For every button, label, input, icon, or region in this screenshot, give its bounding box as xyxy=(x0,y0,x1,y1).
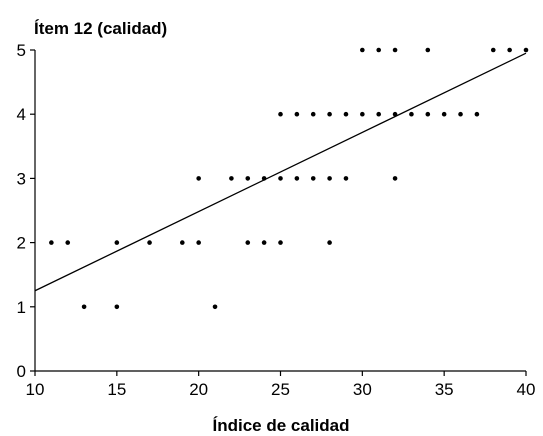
data-point xyxy=(49,240,54,245)
y-tick-label: 4 xyxy=(17,105,26,124)
points-group xyxy=(49,47,529,310)
y-tick-label: 3 xyxy=(17,169,26,188)
data-point xyxy=(376,111,382,117)
data-point xyxy=(212,304,218,310)
data-point xyxy=(278,240,283,245)
data-point xyxy=(114,304,120,310)
data-point xyxy=(261,176,267,181)
data-point xyxy=(474,111,480,117)
data-point xyxy=(409,111,414,117)
trendline-group xyxy=(34,52,527,292)
data-point xyxy=(261,240,267,245)
data-point xyxy=(327,111,332,117)
trendline xyxy=(34,52,527,292)
data-point xyxy=(65,240,71,245)
data-point xyxy=(310,111,316,117)
data-point xyxy=(392,47,398,53)
data-point xyxy=(490,47,496,53)
data-point xyxy=(425,111,431,117)
data-point xyxy=(147,240,152,245)
axes: 0 1 2 3 4 5 10 15 20 25 30 35 40 xyxy=(17,41,536,399)
data-point xyxy=(458,111,463,117)
data-point xyxy=(327,240,332,245)
data-point xyxy=(441,111,447,117)
y-tick-label: 2 xyxy=(17,234,26,253)
data-point xyxy=(392,176,398,181)
data-point xyxy=(343,176,349,181)
x-tick-label: 25 xyxy=(271,380,290,399)
data-point xyxy=(229,176,234,181)
data-point xyxy=(376,47,382,53)
data-point xyxy=(278,176,283,181)
data-point xyxy=(245,240,251,245)
data-point xyxy=(196,176,201,181)
data-point xyxy=(114,240,120,245)
x-tick-label: 20 xyxy=(189,380,208,399)
data-point xyxy=(507,47,512,53)
data-point xyxy=(392,111,398,117)
data-point xyxy=(294,176,300,181)
data-point xyxy=(360,47,365,53)
data-point xyxy=(327,176,332,181)
x-tick-label: 10 xyxy=(26,380,45,399)
x-tick-label: 15 xyxy=(107,380,126,399)
x-tick-label: 40 xyxy=(517,380,536,399)
data-point xyxy=(425,47,431,53)
data-point xyxy=(360,111,365,117)
data-point xyxy=(278,111,283,117)
y-tick-label: 1 xyxy=(17,298,26,317)
data-point xyxy=(196,240,201,245)
x-tick-label: 30 xyxy=(353,380,372,399)
x-tick-label: 35 xyxy=(435,380,454,399)
data-point xyxy=(294,111,300,117)
y-tick-label: 5 xyxy=(17,41,26,60)
y-tick-label: 0 xyxy=(17,362,26,381)
data-point xyxy=(245,176,251,181)
x-axis-title: Índice de calidad xyxy=(213,416,350,435)
y-axis-title: Ítem 12 (calidad) xyxy=(34,19,167,38)
data-point xyxy=(180,240,185,245)
data-point xyxy=(343,111,349,117)
data-point xyxy=(310,176,316,181)
data-point xyxy=(81,304,87,310)
data-point xyxy=(523,47,529,53)
